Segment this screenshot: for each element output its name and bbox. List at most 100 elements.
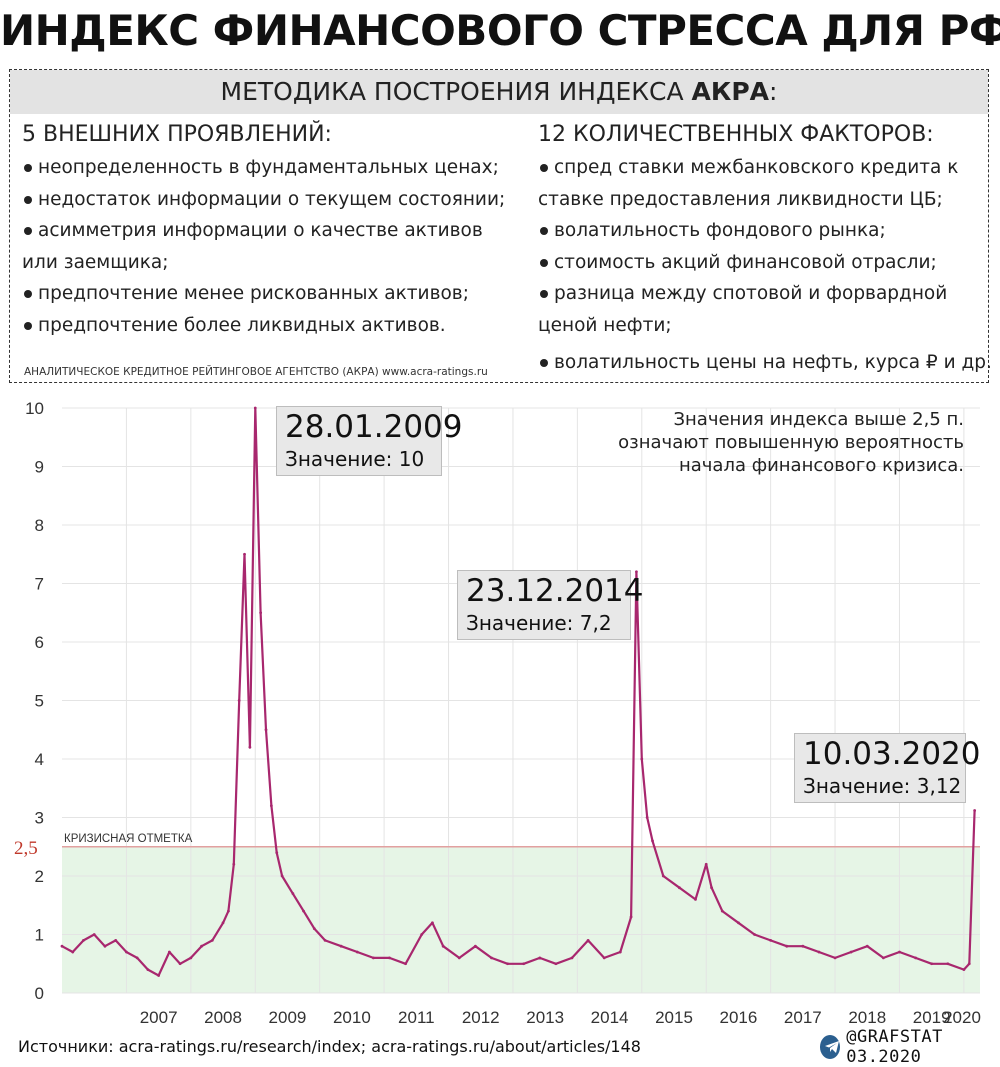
list-item-continuation: ценой нефти; xyxy=(538,314,672,336)
x-tick-label: 2020 xyxy=(943,1008,981,1027)
list-item: спред ставки межбанковского кредита к ста… xyxy=(538,152,988,215)
data-point xyxy=(210,938,214,942)
data-point xyxy=(898,950,901,954)
data-point xyxy=(431,921,434,925)
y-tick-label: 8 xyxy=(35,516,44,535)
methodology-heading-bold: АКРА xyxy=(691,77,770,106)
data-point xyxy=(371,956,375,960)
data-point xyxy=(967,962,971,966)
y-tick-label: 3 xyxy=(35,809,44,828)
data-point xyxy=(473,944,477,948)
list-item: неопределенность в фундаментальных ценах… xyxy=(22,152,522,184)
y-tick-label: 2 xyxy=(35,867,44,886)
data-point xyxy=(420,933,424,936)
data-point xyxy=(92,933,96,936)
y-tick-label: 5 xyxy=(35,692,44,711)
data-point xyxy=(388,956,391,960)
data-point xyxy=(570,956,574,960)
quant-factors-column: 12 КОЛИЧЕСТВЕННЫХ ФАКТОРОВ: спред ставки… xyxy=(538,118,992,379)
data-point xyxy=(710,886,713,890)
data-point xyxy=(312,927,316,931)
data-point xyxy=(973,809,977,812)
external-signs-list: неопределенность в фундаментальных ценах… xyxy=(22,152,522,341)
list-item: стоимость акций финансовой отрасли; xyxy=(538,247,988,279)
data-point xyxy=(189,956,193,960)
data-point xyxy=(253,406,257,410)
data-point xyxy=(291,892,295,895)
data-point xyxy=(635,570,638,574)
x-tick-label: 2015 xyxy=(655,1008,693,1027)
data-point xyxy=(720,909,724,913)
data-point xyxy=(103,944,107,948)
data-point xyxy=(586,938,590,942)
data-point xyxy=(280,874,284,878)
callout-2009: 28.01.2009 Значение: 10 xyxy=(276,406,463,476)
data-point xyxy=(441,944,445,948)
list-item: предпочтение менее рискованных активов; xyxy=(22,278,522,310)
data-point xyxy=(232,862,236,866)
data-point xyxy=(302,909,305,913)
stress-index-series-line xyxy=(61,406,976,977)
callout-date: 23.12.2014 xyxy=(466,573,644,609)
external-signs-column: 5 ВНЕШНИХ ПРОЯВЛЕНИЙ: неопределенность в… xyxy=(22,118,522,341)
methodology-heading-prefix: МЕТОДИКА ПОСТРОЕНИЯ ИНДЕКСА xyxy=(220,77,692,106)
list-item-continuation: или заемщика; xyxy=(22,251,169,273)
x-tick-label: 2016 xyxy=(720,1008,758,1027)
data-point xyxy=(146,968,150,971)
stress-index-chart: 0 1 2 3 4 5 6 7 8 9 10 2007 2008 2009 2010 2011 2012 2013… xyxy=(14,399,981,1027)
quant-factors-title: 12 КОЛИЧЕСТВЕННЫХ ФАКТОРОВ: xyxy=(538,122,934,147)
data-point xyxy=(737,921,740,925)
data-point xyxy=(114,938,118,942)
x-tick-label: 2019 xyxy=(913,1008,951,1027)
y-tick-label: 0 xyxy=(35,984,44,1003)
external-signs-title: 5 ВНЕШНИХ ПРОЯВЛЕНИЙ: xyxy=(22,122,332,147)
data-point xyxy=(248,745,252,749)
data-point xyxy=(490,956,493,960)
data-point xyxy=(785,944,789,948)
data-point xyxy=(135,956,139,960)
data-point xyxy=(694,898,697,901)
data-point xyxy=(264,728,268,732)
data-point xyxy=(618,950,622,954)
methodology-box: МЕТОДИКА ПОСТРОЕНИЯ ИНДЕКСА АКРА: 5 ВНЕШ… xyxy=(9,69,992,383)
data-point xyxy=(323,938,327,942)
crisis-zone xyxy=(62,846,980,993)
data-point xyxy=(227,909,230,913)
data-point xyxy=(339,944,343,948)
data-point xyxy=(801,944,805,948)
data-point xyxy=(506,962,509,966)
callout-value: Значение: 7,2 xyxy=(466,611,612,635)
x-tick-label: 2017 xyxy=(784,1008,822,1027)
x-tick-label: 2008 xyxy=(204,1008,242,1027)
list-item: предпочтение более ликвидных активов. xyxy=(22,310,522,342)
data-point xyxy=(704,862,708,866)
note-line: начала финансового кризиса. xyxy=(678,455,964,476)
quant-factors-list: спред ставки межбанковского кредита к ста… xyxy=(538,152,992,379)
brand-signature[interactable]: @GRAFSTAT 03.2020 xyxy=(820,1027,1000,1067)
x-tick-label: 2011 xyxy=(398,1008,435,1027)
y-tick-label: 1 xyxy=(35,926,44,945)
data-point xyxy=(71,950,75,954)
list-item: разница между спотовой и форвардной ценой… xyxy=(538,278,988,341)
threshold-value-label: 2,5 xyxy=(14,838,38,859)
data-point xyxy=(833,956,837,960)
data-point xyxy=(60,944,64,948)
data-point xyxy=(269,804,273,808)
y-tick-label: 10 xyxy=(25,399,44,418)
data-point xyxy=(769,938,773,942)
x-tick-label: 2013 xyxy=(526,1008,564,1027)
threshold-note: Значения индекса выше 2,5 п. означают по… xyxy=(618,408,964,477)
callout-value: Значение: 3,12 xyxy=(803,774,962,798)
data-point xyxy=(157,974,161,977)
data-point xyxy=(629,915,633,919)
data-point xyxy=(554,962,558,966)
data-point xyxy=(82,938,85,942)
methodology-heading-suffix: : xyxy=(769,77,778,106)
callout-date: 28.01.2009 xyxy=(285,409,463,445)
data-point xyxy=(849,950,853,954)
note-line: означают повышенную вероятность xyxy=(618,432,964,453)
data-point xyxy=(914,956,917,960)
data-point xyxy=(817,950,821,954)
list-item-text: разница между спотовой и форвардной xyxy=(554,283,948,304)
x-tick-label: 2007 xyxy=(140,1008,178,1027)
